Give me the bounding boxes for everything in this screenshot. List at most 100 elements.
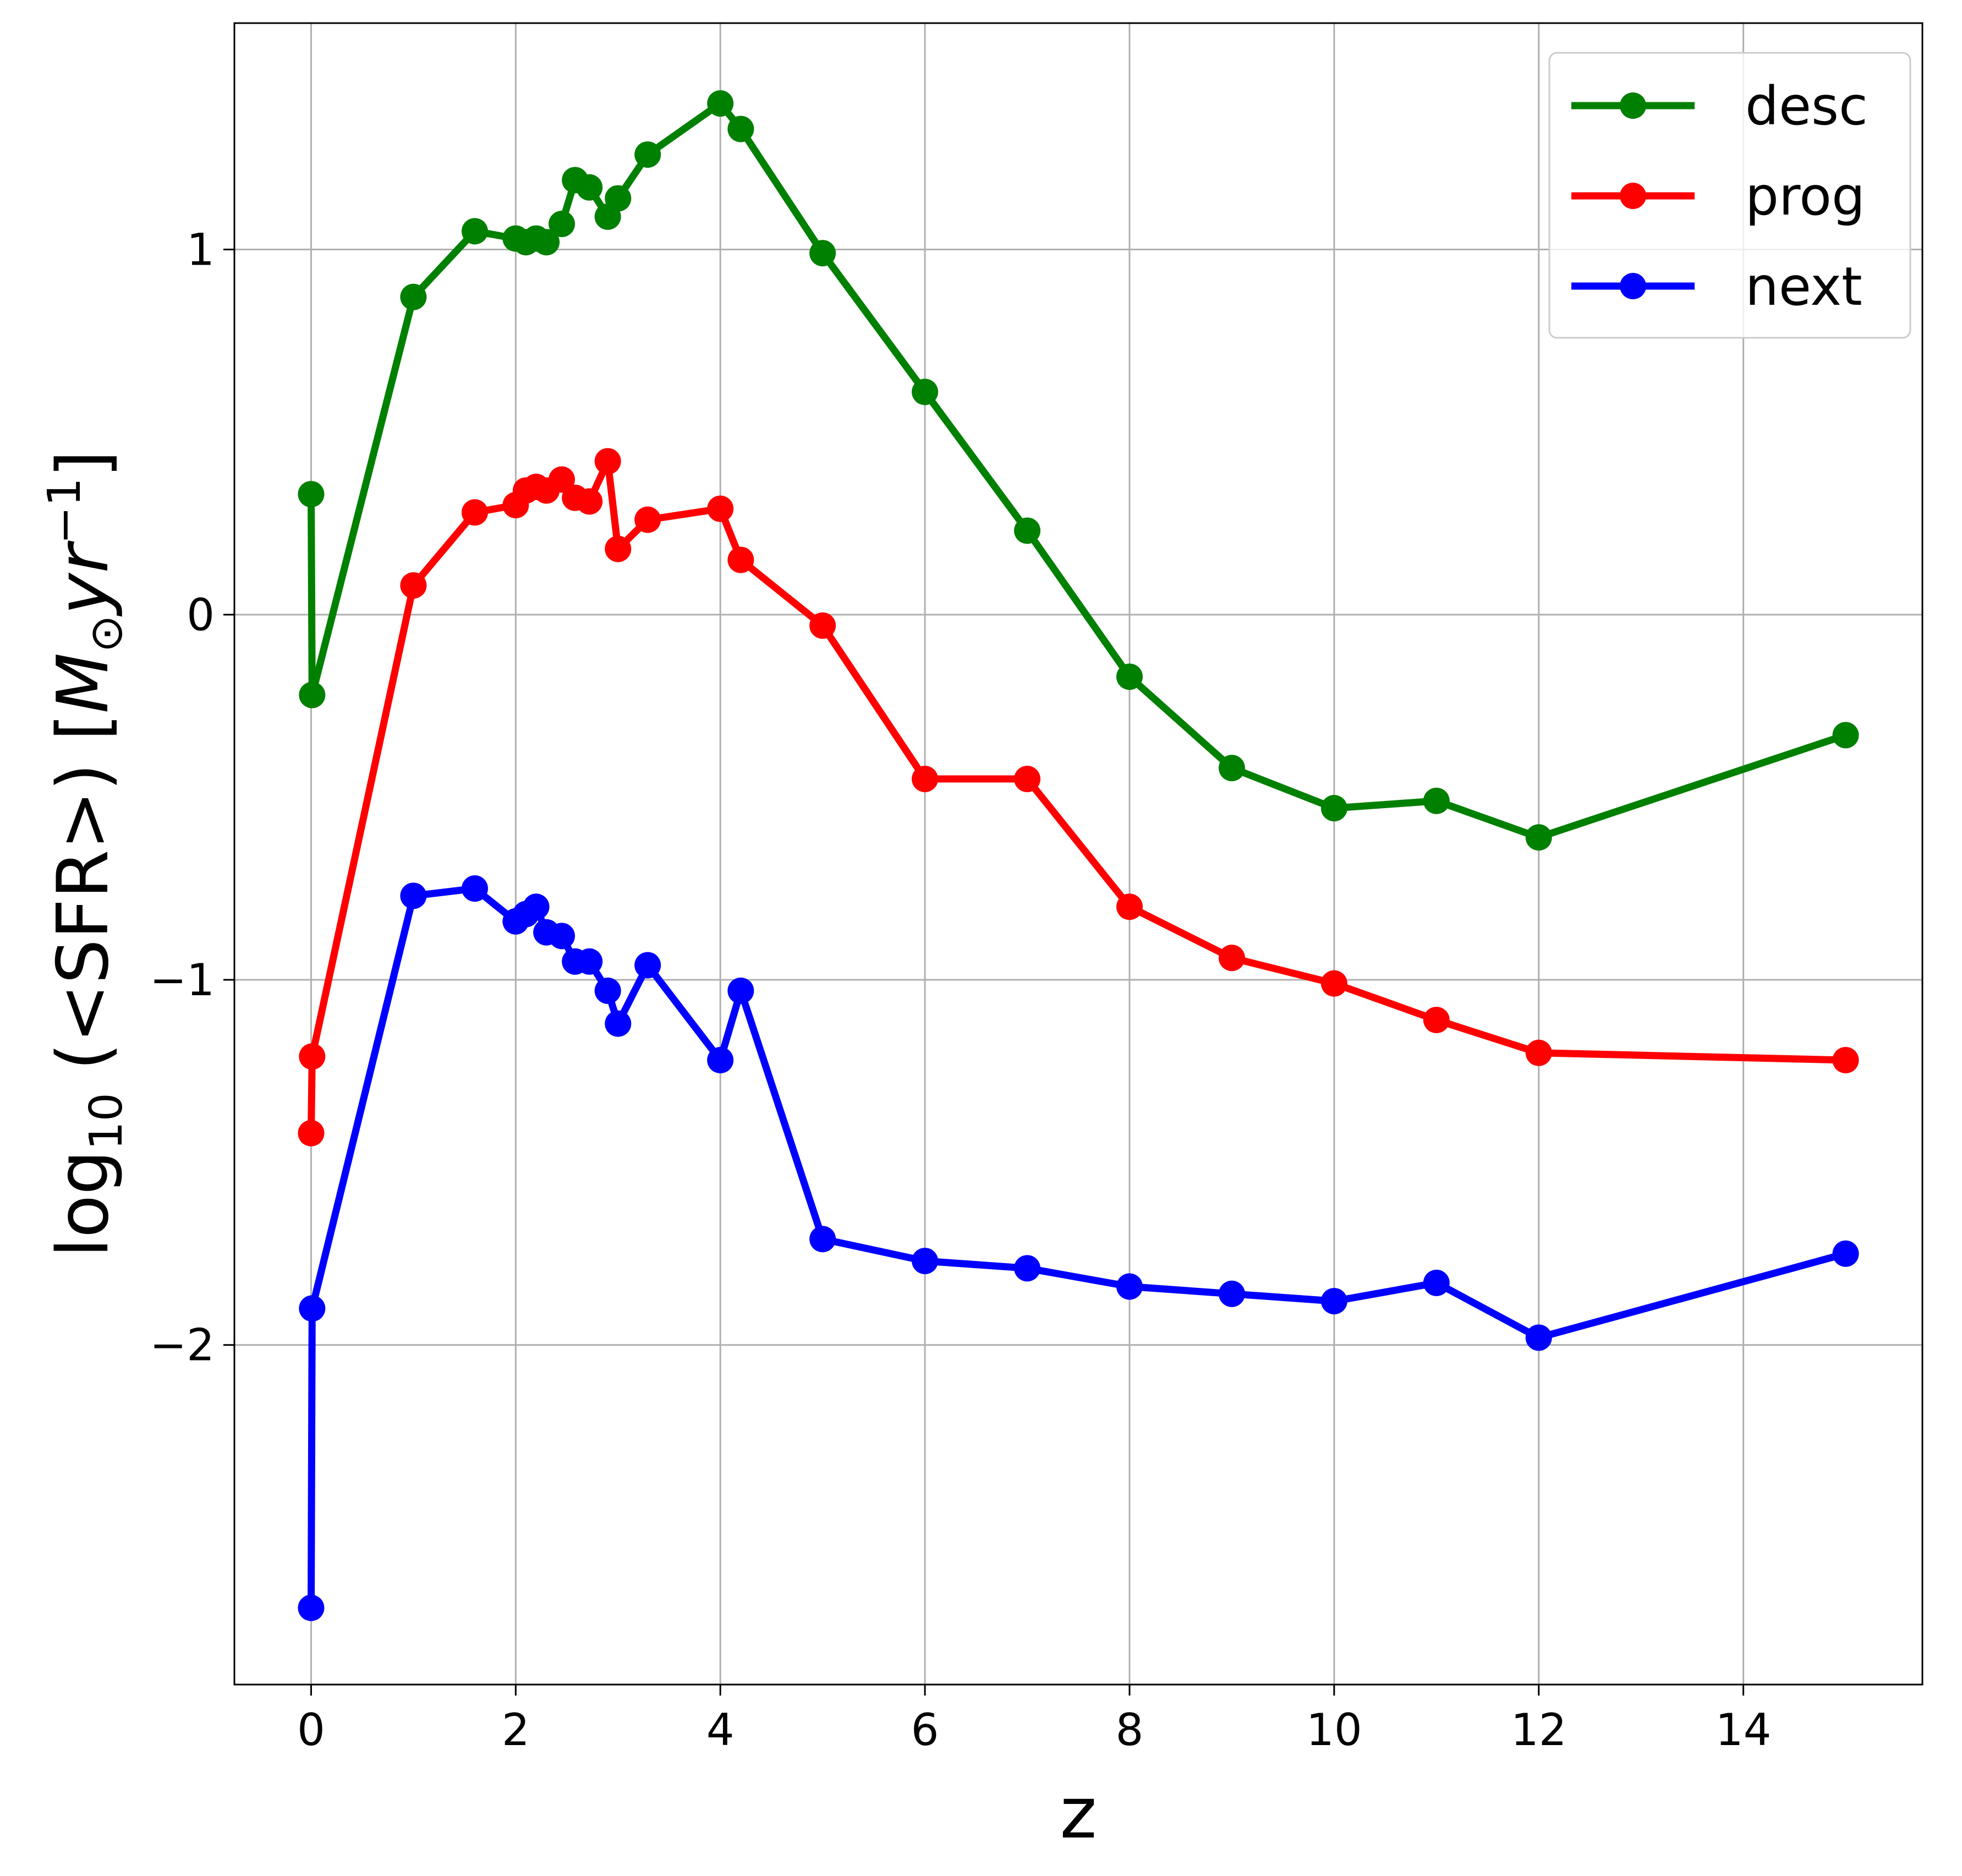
- data-point-prog: [1525, 1039, 1552, 1066]
- data-point-desc: [727, 116, 754, 142]
- data-point-next: [809, 1226, 836, 1253]
- y-tick-label: 0: [187, 589, 215, 640]
- series-line-prog: [308, 458, 1849, 1137]
- data-point-next: [1014, 1255, 1041, 1282]
- legend-marker-prog: [1620, 183, 1646, 209]
- data-point-desc: [912, 379, 939, 405]
- data-point-prog: [634, 506, 661, 533]
- series-desc: [298, 90, 1859, 851]
- y-label-suffix: ]: [42, 450, 124, 478]
- data-point-next: [727, 977, 754, 1004]
- x-tick-label: 2: [502, 1704, 530, 1756]
- data-point-desc: [605, 185, 632, 212]
- data-point-desc: [809, 240, 836, 267]
- data-point-desc: [576, 174, 603, 201]
- data-point-desc: [1320, 795, 1347, 822]
- data-point-next: [523, 893, 550, 920]
- data-point-next: [299, 1295, 326, 1322]
- data-point-prog: [605, 535, 632, 562]
- data-point-desc: [1525, 824, 1552, 851]
- data-point-next: [707, 1047, 734, 1074]
- data-point-prog: [594, 448, 621, 475]
- data-point-prog: [549, 466, 576, 493]
- data-point-prog: [707, 495, 734, 522]
- data-point-prog: [727, 546, 754, 573]
- x-tick-label: 10: [1306, 1704, 1362, 1756]
- data-point-prog: [576, 488, 603, 515]
- data-point-desc: [1014, 517, 1041, 544]
- legend-label-next: next: [1745, 256, 1862, 317]
- data-point-next: [1832, 1240, 1859, 1267]
- data-point-next: [1218, 1280, 1245, 1307]
- data-point-next: [549, 923, 576, 950]
- data-point-desc: [533, 229, 560, 256]
- data-point-next: [298, 1594, 325, 1621]
- data-point-next: [1116, 1273, 1143, 1300]
- data-point-prog: [912, 765, 939, 792]
- y-tick-label: −1: [150, 955, 215, 1006]
- data-point-next: [400, 882, 427, 909]
- data-point-prog: [1832, 1047, 1859, 1074]
- data-point-next: [634, 952, 661, 979]
- x-tick-label: 6: [911, 1704, 939, 1756]
- data-point-desc: [1423, 787, 1450, 814]
- y-label-sun-symbol: ⊙: [80, 615, 133, 653]
- data-point-prog: [1320, 970, 1347, 997]
- legend-marker-desc: [1620, 92, 1646, 119]
- x-tick-label: 12: [1511, 1704, 1567, 1756]
- data-point-prog: [1116, 893, 1143, 920]
- y-axis-label: log10 (<SFR>) [M⊙yr−1]: [39, 450, 133, 1257]
- plot-frame: [233, 22, 1923, 1686]
- y-label-unit-yr: yr: [42, 540, 124, 617]
- legend-label-desc: desc: [1745, 75, 1868, 137]
- x-tick-label: 0: [297, 1704, 325, 1756]
- series-next: [298, 875, 1859, 1621]
- data-point-desc: [634, 141, 661, 168]
- data-point-prog: [1014, 765, 1041, 792]
- y-label-unit-m: M: [42, 652, 124, 713]
- data-point-prog: [298, 1120, 325, 1147]
- data-point-next: [1525, 1324, 1552, 1351]
- data-point-next: [1423, 1269, 1450, 1296]
- legend-box: [1548, 52, 1911, 339]
- axis-ticks: 0 2 4 6 8 10 12 14 −2 −1 0 1: [150, 224, 1771, 1756]
- y-label-exponent: −1: [39, 478, 91, 544]
- data-point-next: [1320, 1288, 1347, 1315]
- y-label-middle: (<SFR>) [: [42, 714, 124, 1093]
- y-label-subscript: 10: [80, 1093, 133, 1150]
- data-point-prog: [461, 499, 488, 526]
- data-point-next: [594, 977, 621, 1004]
- data-point-next: [461, 875, 488, 902]
- legend-label-prog: prog: [1745, 166, 1865, 227]
- data-point-next: [576, 948, 603, 975]
- data-point-prog: [299, 1043, 326, 1070]
- y-tick-label: 1: [187, 224, 215, 276]
- data-point-desc: [707, 90, 734, 117]
- data-point-prog: [809, 612, 836, 639]
- series-layer: [298, 90, 1859, 1621]
- data-point-desc: [1832, 722, 1859, 749]
- data-point-desc: [549, 211, 576, 238]
- data-point-desc: [461, 218, 488, 245]
- data-point-desc: [400, 283, 427, 310]
- legend-marker-next: [1620, 273, 1646, 299]
- data-point-prog: [1218, 945, 1245, 972]
- data-point-prog: [1423, 1007, 1450, 1033]
- data-point-desc: [298, 481, 325, 508]
- y-tick-label: −2: [150, 1320, 215, 1371]
- series-prog: [298, 448, 1859, 1147]
- data-point-next: [912, 1248, 939, 1275]
- x-tick-label: 14: [1716, 1704, 1772, 1756]
- x-tick-label: 8: [1116, 1704, 1144, 1756]
- legend: desc prog next: [1548, 52, 1911, 339]
- series-line-next: [308, 885, 1849, 1612]
- y-label-log: log: [42, 1150, 124, 1258]
- x-axis-label: z: [1060, 1773, 1097, 1855]
- data-point-desc: [1218, 755, 1245, 782]
- data-point-prog: [400, 572, 427, 599]
- x-tick-label: 4: [706, 1704, 735, 1756]
- data-point-next: [605, 1010, 632, 1037]
- data-point-desc: [299, 682, 326, 709]
- data-point-desc: [1116, 663, 1143, 690]
